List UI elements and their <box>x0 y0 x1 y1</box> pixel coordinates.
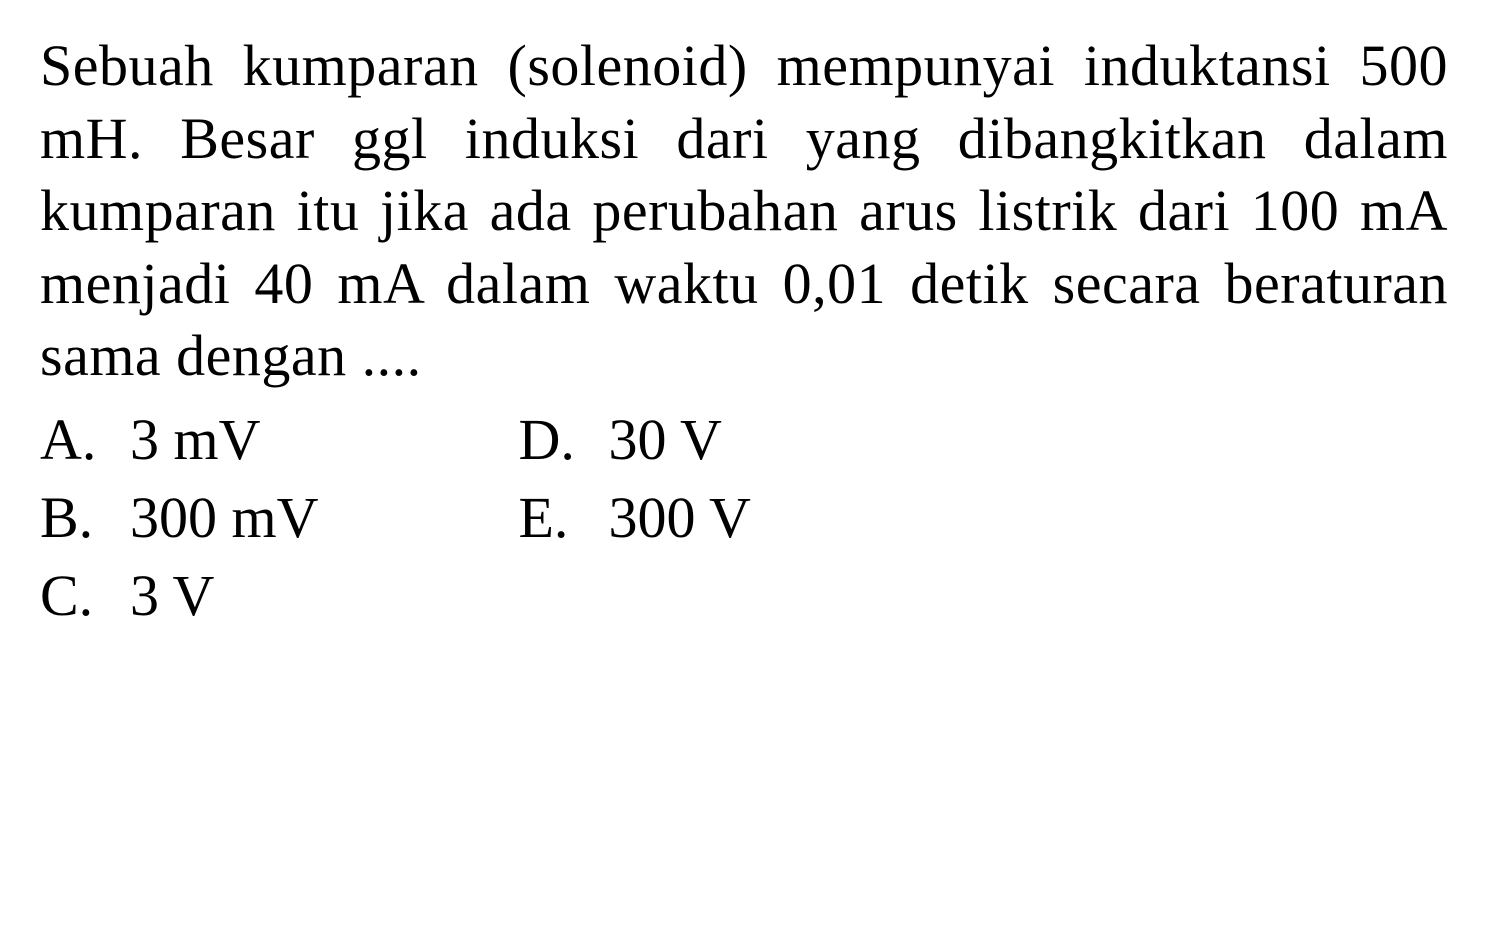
option-value: 300 mV <box>130 479 319 557</box>
option-value: 30 V <box>609 401 722 479</box>
question-text: Sebuah kumparan (solenoid) mempunyai ind… <box>40 30 1448 393</box>
options-left-column: A. 3 mV B. 300 mV C. 3 V <box>40 401 319 636</box>
options-container: A. 3 mV B. 300 mV C. 3 V D. 30 V E. 300 … <box>40 401 1448 636</box>
option-c: C. 3 V <box>40 557 319 635</box>
option-letter: A. <box>40 401 130 479</box>
option-letter: E. <box>519 479 609 557</box>
option-letter: C. <box>40 557 130 635</box>
option-a: A. 3 mV <box>40 401 319 479</box>
option-b: B. 300 mV <box>40 479 319 557</box>
option-letter: B. <box>40 479 130 557</box>
option-value: 3 V <box>130 557 214 635</box>
option-value: 3 mV <box>130 401 261 479</box>
option-letter: D. <box>519 401 609 479</box>
option-d: D. 30 V <box>519 401 751 479</box>
options-right-column: D. 30 V E. 300 V <box>519 401 751 636</box>
option-e: E. 300 V <box>519 479 751 557</box>
option-value: 300 V <box>609 479 751 557</box>
